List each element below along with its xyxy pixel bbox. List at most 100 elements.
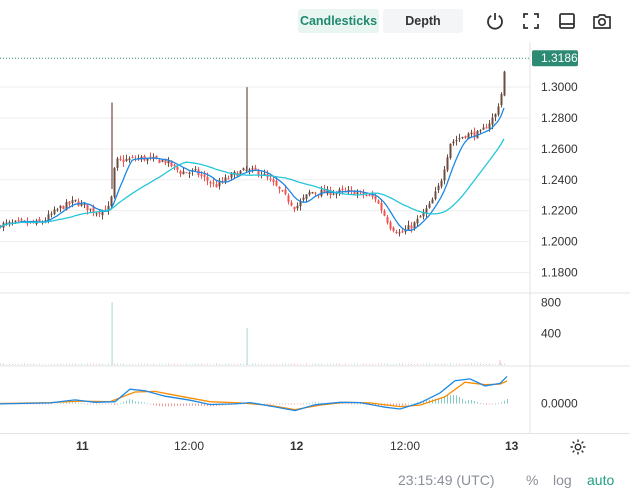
macd-histogram-bar: [72, 402, 73, 404]
volume-bar: [270, 364, 271, 365]
percent-scale-toggle[interactable]: %: [526, 472, 539, 488]
candle-body: [419, 216, 422, 218]
volume-bar: [69, 363, 70, 365]
volume-bar: [375, 364, 376, 365]
volume-bar: [192, 364, 193, 365]
time-label-noon-1: 12:00: [174, 439, 205, 453]
macd-histogram-bar: [78, 402, 79, 404]
candle-body: [503, 71, 506, 96]
macd-histogram-bar: [405, 403, 406, 405]
volume-bar: [282, 363, 283, 365]
candle-body: [176, 166, 179, 170]
macd-histogram-bar: [186, 403, 187, 406]
macd-histogram-bar: [507, 398, 508, 404]
macd-histogram-bar: [279, 403, 280, 405]
candle-body: [188, 172, 191, 174]
volume-bar: [120, 364, 121, 365]
candle-body: [365, 195, 368, 197]
candle-body: [200, 174, 203, 176]
volume-bar: [162, 364, 163, 365]
candle-body: [230, 173, 233, 178]
tab-candlesticks[interactable]: Candlesticks: [298, 9, 379, 33]
macd-histogram-bar: [30, 403, 31, 405]
volume-tick-label: 400: [541, 327, 561, 341]
candle-body: [305, 194, 308, 199]
candle-body: [389, 222, 392, 229]
volume-bar: [60, 363, 61, 365]
candle-body: [308, 192, 311, 195]
candle-body: [431, 199, 434, 204]
macd-histogram-bar: [87, 403, 88, 405]
candle-body: [434, 191, 437, 199]
camera-icon[interactable]: [590, 9, 614, 33]
panel-toggle-icon[interactable]: [555, 9, 579, 33]
tab-depth[interactable]: Depth: [383, 9, 463, 33]
macd-histogram-bar: [159, 403, 160, 406]
macd-histogram-bar: [399, 403, 400, 406]
price-tick-label: 1.2000: [541, 235, 578, 249]
volume-bar: [486, 363, 487, 365]
candle-body: [386, 217, 389, 223]
clock-readout: 23:15:49 (UTC): [398, 472, 495, 488]
candle-body: [110, 196, 113, 207]
candle-body: [74, 199, 77, 201]
fullscreen-icon[interactable]: [519, 9, 543, 33]
candle-body: [296, 205, 299, 209]
volume-bar: [324, 364, 325, 365]
macd-histogram-bar: [297, 403, 298, 405]
volume-bar: [477, 363, 478, 365]
volume-bar: [381, 363, 382, 365]
candle-body: [38, 219, 41, 223]
candle-body: [248, 169, 251, 171]
volume-bar: [135, 364, 136, 365]
volume-bar: [462, 364, 463, 365]
candle-body: [101, 210, 104, 216]
candle-body: [302, 197, 305, 200]
candles-group: [0, 70, 506, 237]
candle-body: [275, 180, 278, 186]
settings-gear-icon[interactable]: [568, 437, 588, 457]
candle-body: [311, 192, 314, 194]
time-label-day-11: 11: [76, 439, 89, 453]
macd-histogram-bar: [177, 403, 178, 407]
candle-body: [470, 132, 473, 135]
volume-bar: [129, 364, 130, 365]
volume-bar: [438, 364, 439, 365]
chart-toolbar: Candlesticks Depth: [0, 0, 630, 42]
macd-histogram-bar: [81, 403, 82, 404]
macd-histogram-bar: [90, 403, 91, 405]
auto-scale-toggle[interactable]: auto: [587, 472, 615, 488]
candle-body: [410, 225, 413, 229]
volume-bar: [504, 363, 505, 365]
volume-tick-label: 800: [541, 295, 561, 309]
macd-histogram-bar: [396, 403, 397, 406]
volume-bar: [453, 364, 454, 365]
log-scale-toggle[interactable]: log: [553, 472, 572, 488]
macd-histogram-bar: [402, 403, 403, 406]
volume-bar: [330, 364, 331, 365]
volume-bar: [492, 364, 493, 365]
macd-histogram-bar: [375, 403, 376, 406]
ma-fast-line: [0, 107, 505, 231]
macd-histogram-bar: [318, 402, 319, 404]
macd-histogram-bar: [462, 398, 463, 404]
candle-body: [338, 189, 341, 192]
candle-body: [215, 184, 218, 188]
candle-body: [407, 225, 410, 231]
candle-body: [209, 182, 212, 184]
price-tick-label: 1.2400: [541, 173, 578, 187]
power-icon[interactable]: [483, 9, 507, 33]
volume-bar: [51, 364, 52, 365]
macd-histogram-bar: [156, 403, 157, 406]
volume-bar: [27, 363, 28, 365]
chart-canvas[interactable]: 1.3000 1.2800 1.2600 1.2400 1.2200 1.2000 1.18…: [0, 42, 630, 434]
macd-histogram-bar: [444, 396, 445, 404]
candle-body: [497, 106, 500, 115]
volume-bar: [351, 364, 352, 365]
candle-body: [314, 192, 317, 194]
macd-histogram-bar: [135, 401, 136, 404]
candle-body: [374, 196, 377, 200]
candle-body: [113, 168, 116, 197]
candle-body: [182, 171, 185, 175]
volume-bar: [81, 363, 82, 365]
